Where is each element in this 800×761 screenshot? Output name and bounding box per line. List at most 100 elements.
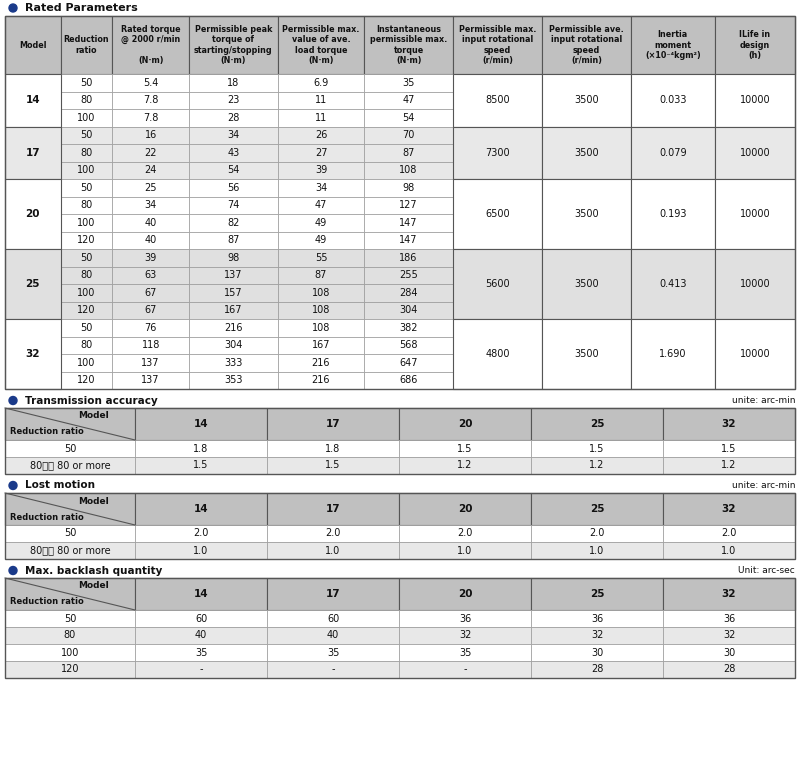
Text: 49: 49 [315, 218, 327, 228]
Text: 304: 304 [224, 340, 242, 350]
Text: 120: 120 [78, 375, 96, 385]
Text: 56: 56 [227, 183, 239, 193]
Bar [631, 371, 714, 389]
Bar [112, 301, 189, 319]
Bar [5, 408, 135, 440]
Text: 36: 36 [723, 613, 735, 623]
Bar [453, 196, 542, 214]
Bar [714, 196, 795, 214]
Bar [112, 196, 189, 214]
Bar [5, 74, 61, 126]
Text: 17: 17 [326, 419, 340, 429]
Bar [267, 644, 399, 661]
Text: 118: 118 [142, 340, 160, 350]
Text: Permissible max.
value of ave.
load torque
(N·m): Permissible max. value of ave. load torq… [282, 25, 360, 65]
Bar [189, 371, 278, 389]
Bar [135, 578, 267, 610]
Bar [61, 16, 112, 74]
Bar [5, 393, 795, 408]
Bar [135, 408, 267, 440]
Bar [5, 16, 795, 389]
Text: 6.9: 6.9 [314, 78, 329, 88]
Bar [542, 249, 631, 266]
Bar [5, 627, 135, 644]
Bar [112, 354, 189, 371]
Bar [278, 109, 364, 126]
Bar [364, 284, 453, 301]
Bar [5, 179, 61, 249]
Bar [112, 91, 189, 109]
Bar [453, 301, 542, 319]
Bar [112, 161, 189, 179]
Bar [542, 126, 631, 179]
Bar [5, 661, 135, 678]
Bar [278, 214, 364, 231]
Text: 1.8: 1.8 [326, 444, 341, 454]
Bar [364, 231, 453, 249]
Bar [453, 74, 542, 126]
Text: 0.033: 0.033 [659, 95, 686, 105]
Text: 36: 36 [459, 613, 471, 623]
Bar [453, 354, 542, 371]
Bar [631, 16, 714, 74]
Text: 147: 147 [399, 218, 418, 228]
Text: 74: 74 [227, 200, 239, 210]
Bar [531, 644, 663, 661]
Bar [5, 578, 135, 610]
Bar [453, 249, 542, 319]
Bar [364, 109, 453, 126]
Bar [112, 284, 189, 301]
Bar [631, 126, 714, 179]
Text: 100: 100 [78, 288, 96, 298]
Bar [399, 610, 531, 627]
Bar [278, 144, 364, 161]
Text: 137: 137 [142, 358, 160, 368]
Bar [112, 336, 189, 354]
Bar [714, 284, 795, 301]
Bar [135, 525, 267, 542]
Text: 80: 80 [64, 631, 76, 641]
Bar [631, 266, 714, 284]
Text: 100: 100 [78, 113, 96, 123]
Bar [531, 525, 663, 542]
Text: Instantaneous
permissible max.
torque
(N·m): Instantaneous permissible max. torque (N… [370, 25, 447, 65]
Text: 353: 353 [224, 375, 242, 385]
Text: 120: 120 [61, 664, 79, 674]
Bar [714, 74, 795, 91]
Text: 47: 47 [315, 200, 327, 210]
Text: 3500: 3500 [574, 349, 598, 359]
Text: 216: 216 [224, 323, 242, 333]
Text: 0.193: 0.193 [659, 209, 686, 219]
Bar [267, 578, 399, 610]
Bar [61, 144, 112, 161]
Text: Reduction ratio: Reduction ratio [10, 597, 83, 607]
Bar [278, 266, 364, 284]
Text: 5600: 5600 [486, 279, 510, 289]
Bar [714, 249, 795, 319]
Bar [531, 627, 663, 644]
Text: 14: 14 [194, 589, 208, 599]
Bar [453, 371, 542, 389]
Bar [399, 627, 531, 644]
Bar [189, 109, 278, 126]
Text: 1.8: 1.8 [194, 444, 209, 454]
Bar [189, 196, 278, 214]
Text: 100: 100 [78, 165, 96, 175]
Bar [267, 525, 399, 542]
Bar [112, 319, 189, 336]
Bar [189, 214, 278, 231]
Text: 40: 40 [195, 631, 207, 641]
Bar [61, 214, 112, 231]
Bar [631, 179, 714, 196]
Text: Lost motion: Lost motion [25, 480, 95, 491]
Text: 14: 14 [194, 419, 208, 429]
Bar [542, 371, 631, 389]
Text: 108: 108 [312, 323, 330, 333]
Bar [5, 493, 135, 525]
Text: 50: 50 [80, 323, 93, 333]
Text: 26: 26 [315, 130, 327, 140]
Text: 50: 50 [80, 78, 93, 88]
Text: 11: 11 [315, 95, 327, 105]
Bar [542, 319, 631, 389]
Bar [189, 354, 278, 371]
